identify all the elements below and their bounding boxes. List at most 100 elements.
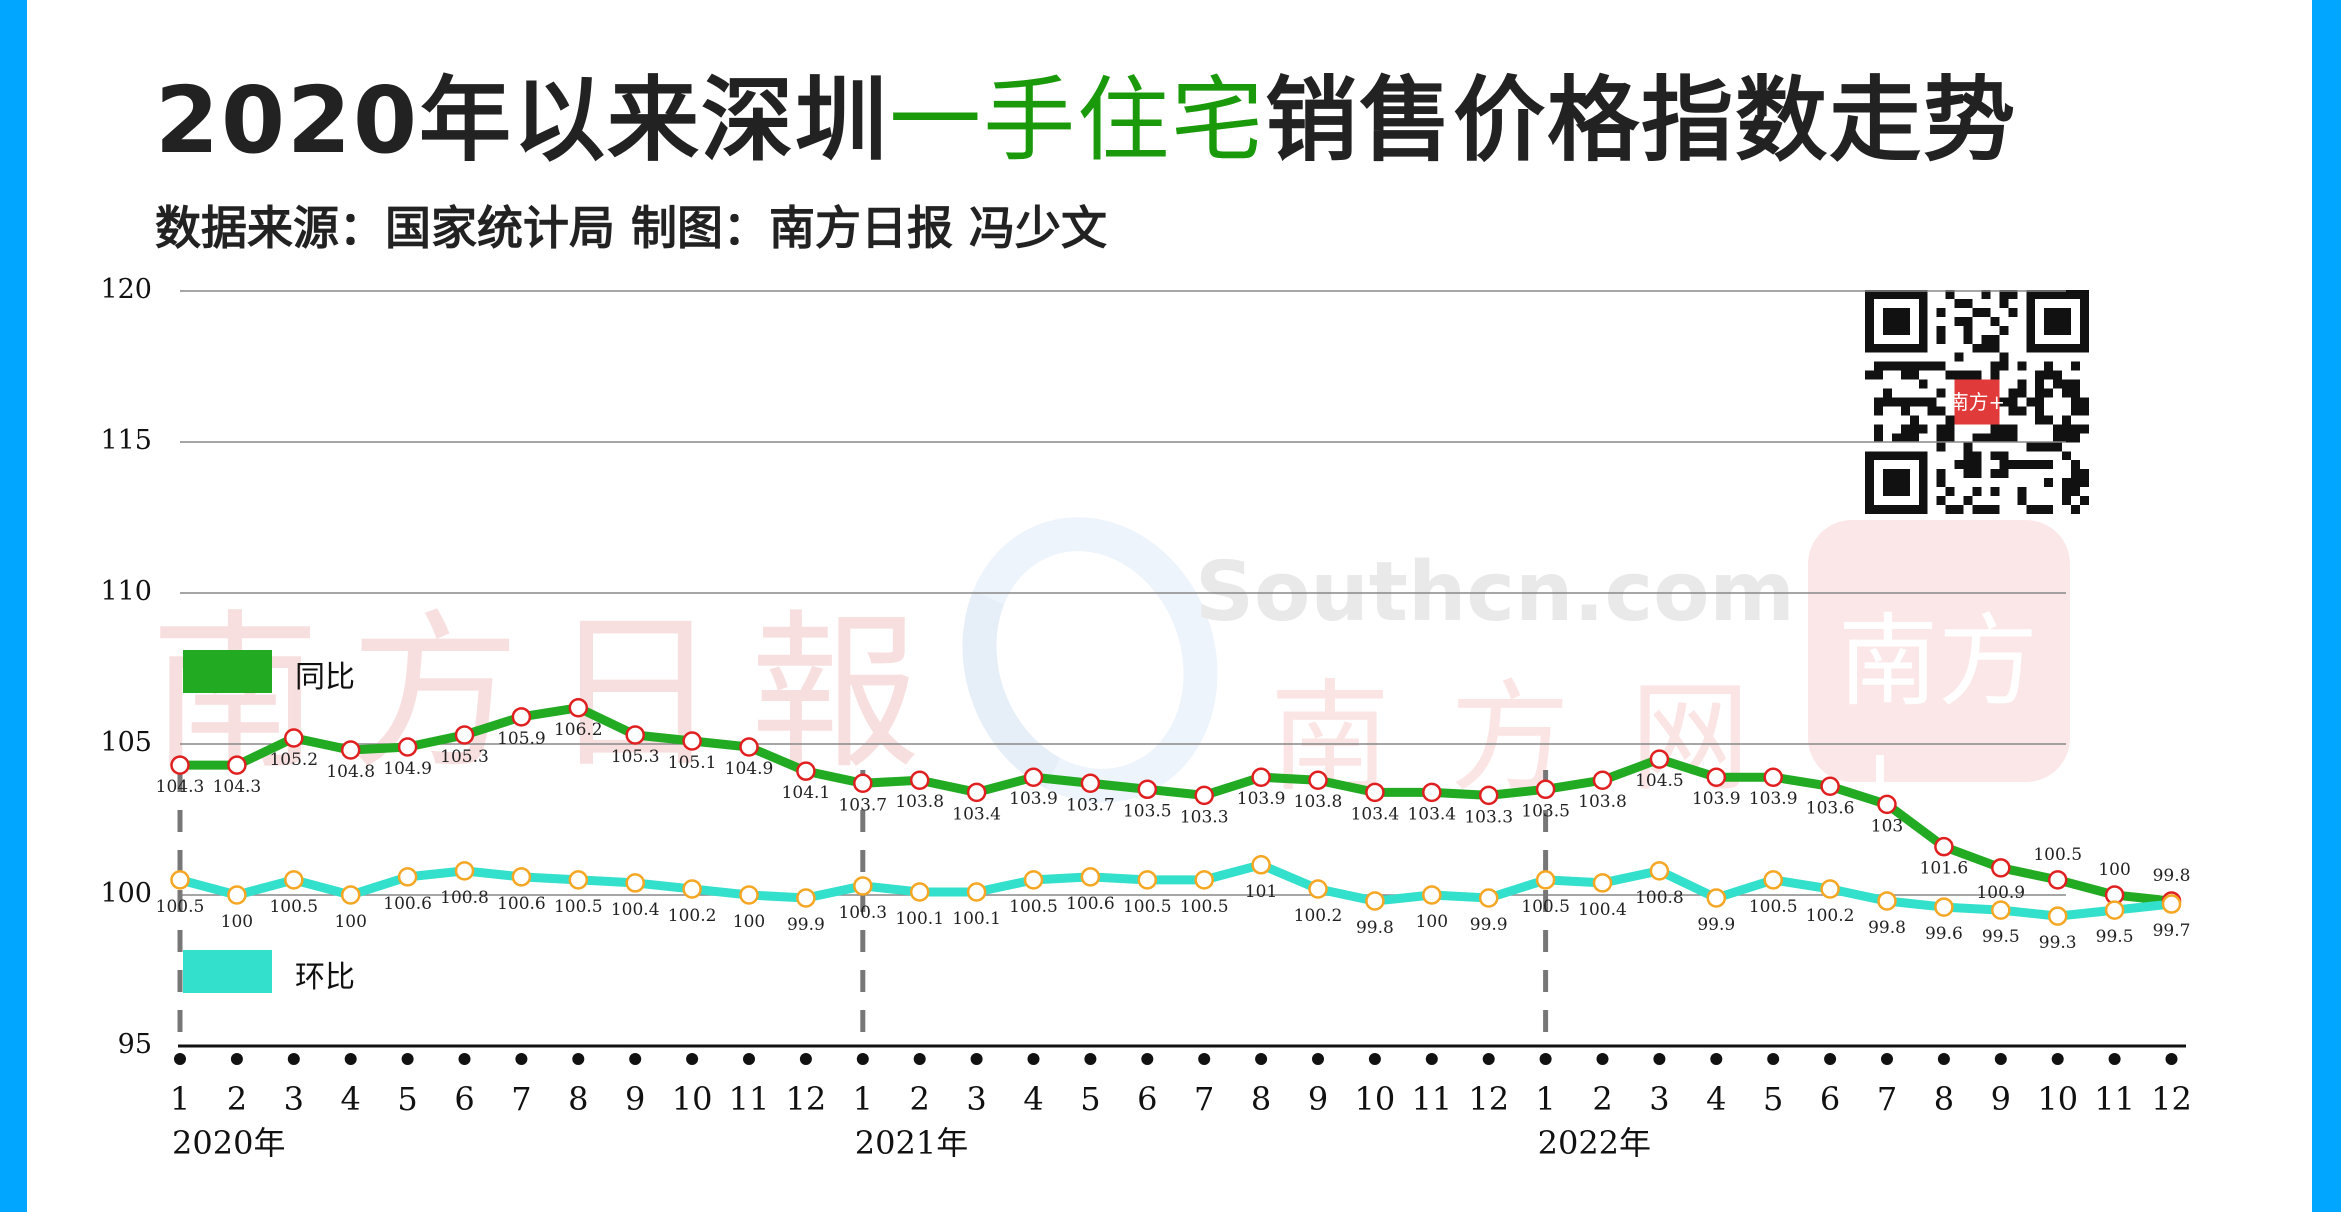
yoy-data-point[interactable]	[1592, 770, 1613, 790]
yoy-data-point[interactable]	[1478, 785, 1499, 806]
yoy-value-label: 103.3	[1180, 807, 1229, 827]
yoy-data-point[interactable]	[1422, 782, 1442, 803]
mom-data-point[interactable]	[1820, 879, 1840, 899]
yoy-data-point[interactable]	[568, 698, 589, 718]
mom-data-point[interactable]	[625, 873, 645, 893]
mom-data-point[interactable]	[1877, 891, 1897, 911]
mom-data-point[interactable]	[682, 879, 702, 899]
yoy-data-point[interactable]	[227, 755, 247, 775]
x-tick-label: 9	[1990, 1080, 2011, 1118]
y-tick-label: 100	[100, 878, 152, 909]
x-tick-dot	[686, 1053, 699, 1065]
legend-label-yoy: 同比	[295, 660, 355, 695]
yoy-data-point[interactable]	[1023, 767, 1044, 787]
mom-data-point[interactable]	[909, 882, 930, 902]
mom-data-point[interactable]	[796, 888, 816, 908]
yoy-data-point[interactable]	[1194, 785, 1214, 806]
mom-data-point[interactable]	[454, 861, 475, 881]
yoy-data-point[interactable]	[853, 773, 873, 794]
right-border	[2312, 0, 2341, 1212]
yoy-data-point[interactable]	[966, 782, 987, 803]
yoy-data-point[interactable]	[1991, 858, 2011, 878]
yoy-data-point[interactable]	[1820, 776, 1840, 797]
yoy-data-point[interactable]	[340, 740, 361, 760]
mom-value-label: 99.8	[1356, 918, 1394, 938]
mom-value-label: 100.1	[895, 909, 944, 929]
yoy-value-label: 103.8	[895, 792, 944, 812]
yoy-data-point[interactable]	[796, 761, 816, 781]
yoy-data-point[interactable]	[682, 731, 702, 751]
x-tick-dot	[572, 1053, 585, 1065]
x-tick-label: 3	[966, 1080, 987, 1118]
mom-data-point[interactable]	[511, 867, 532, 887]
mom-value-label: 100.5	[1009, 897, 1058, 917]
yoy-data-point[interactable]	[1763, 767, 1783, 787]
yoy-series-line	[180, 703, 2172, 906]
yoy-value-label: 105.2	[269, 750, 318, 770]
mom-data-point[interactable]	[2104, 900, 2125, 920]
yoy-data-point[interactable]	[1365, 782, 1385, 803]
mom-data-point[interactable]	[2047, 906, 2068, 926]
mom-data-point[interactable]	[1365, 891, 1385, 911]
yoy-data-point[interactable]	[625, 725, 645, 745]
yoy-data-point[interactable]	[1706, 767, 1727, 787]
mom-data-point[interactable]	[227, 885, 247, 905]
yoy-data-point[interactable]	[1877, 794, 1897, 815]
mom-data-point[interactable]	[1706, 888, 1727, 908]
mom-data-point[interactable]	[1023, 870, 1044, 890]
yoy-value-label: 103.8	[1294, 792, 1343, 812]
yoy-data-point[interactable]	[1535, 779, 1556, 800]
mom-data-point[interactable]	[1080, 867, 1101, 887]
mom-data-point[interactable]	[340, 885, 361, 905]
mom-value-label: 100.1	[952, 909, 1001, 929]
mom-value-label: 99.7	[2153, 921, 2191, 941]
yoy-data-point[interactable]	[284, 728, 304, 748]
mom-value-label: 100.5	[1123, 897, 1172, 917]
mom-data-point[interactable]	[1934, 897, 1954, 917]
x-tick-label: 12	[2151, 1080, 2192, 1118]
mom-data-point[interactable]	[966, 882, 987, 902]
mom-data-point[interactable]	[397, 867, 418, 887]
mom-data-point[interactable]	[1535, 870, 1556, 890]
mom-data-point[interactable]	[739, 885, 759, 905]
mom-data-point[interactable]	[284, 870, 304, 890]
mom-data-point[interactable]	[1991, 900, 2011, 920]
yoy-data-point[interactable]	[397, 737, 418, 757]
yoy-data-point[interactable]	[1251, 767, 1271, 787]
x-tick-dot	[515, 1053, 528, 1065]
mom-data-point[interactable]	[1478, 888, 1499, 908]
yoy-data-point[interactable]	[1137, 779, 1158, 800]
yoy-data-point[interactable]	[1080, 773, 1101, 794]
yoy-data-point[interactable]	[739, 737, 759, 757]
yoy-data-point[interactable]	[454, 725, 475, 745]
mom-data-point[interactable]	[1194, 870, 1214, 890]
mom-data-point[interactable]	[1763, 870, 1783, 890]
yoy-data-point[interactable]	[1934, 836, 1954, 857]
mom-data-point[interactable]	[170, 870, 190, 890]
mom-data-point[interactable]	[2161, 894, 2182, 914]
x-tick-dot	[913, 1053, 926, 1065]
x-tick-label: 9	[1307, 1080, 1329, 1118]
mom-data-point[interactable]	[853, 876, 873, 896]
mom-data-point[interactable]	[1308, 879, 1328, 899]
x-tick-dot	[1027, 1053, 1040, 1065]
yoy-data-point[interactable]	[909, 770, 930, 790]
yoy-data-point[interactable]	[1649, 749, 1670, 769]
x-tick-label: 2	[909, 1080, 930, 1118]
mom-data-point[interactable]	[568, 870, 589, 890]
yoy-data-point[interactable]	[170, 755, 190, 775]
mom-data-point[interactable]	[1422, 885, 1442, 905]
qr-code-icon[interactable]: 南方+	[1858, 290, 2096, 514]
yoy-data-point[interactable]	[511, 707, 532, 727]
mom-value-label: 100.2	[1806, 906, 1855, 926]
mom-data-point[interactable]	[1592, 873, 1613, 893]
chart-subtitle: 数据来源：国家统计局 制图：南方日报 冯少文	[155, 201, 1108, 255]
yoy-value-label: 103.7	[1066, 795, 1115, 815]
yoy-data-point[interactable]	[2047, 870, 2068, 890]
x-tick-label: 10	[671, 1080, 713, 1118]
mom-data-point[interactable]	[1251, 855, 1271, 875]
mom-data-point[interactable]	[1649, 861, 1670, 881]
mom-data-point[interactable]	[1137, 870, 1158, 890]
yoy-data-point[interactable]	[1308, 770, 1328, 790]
x-tick-dot	[174, 1053, 186, 1065]
